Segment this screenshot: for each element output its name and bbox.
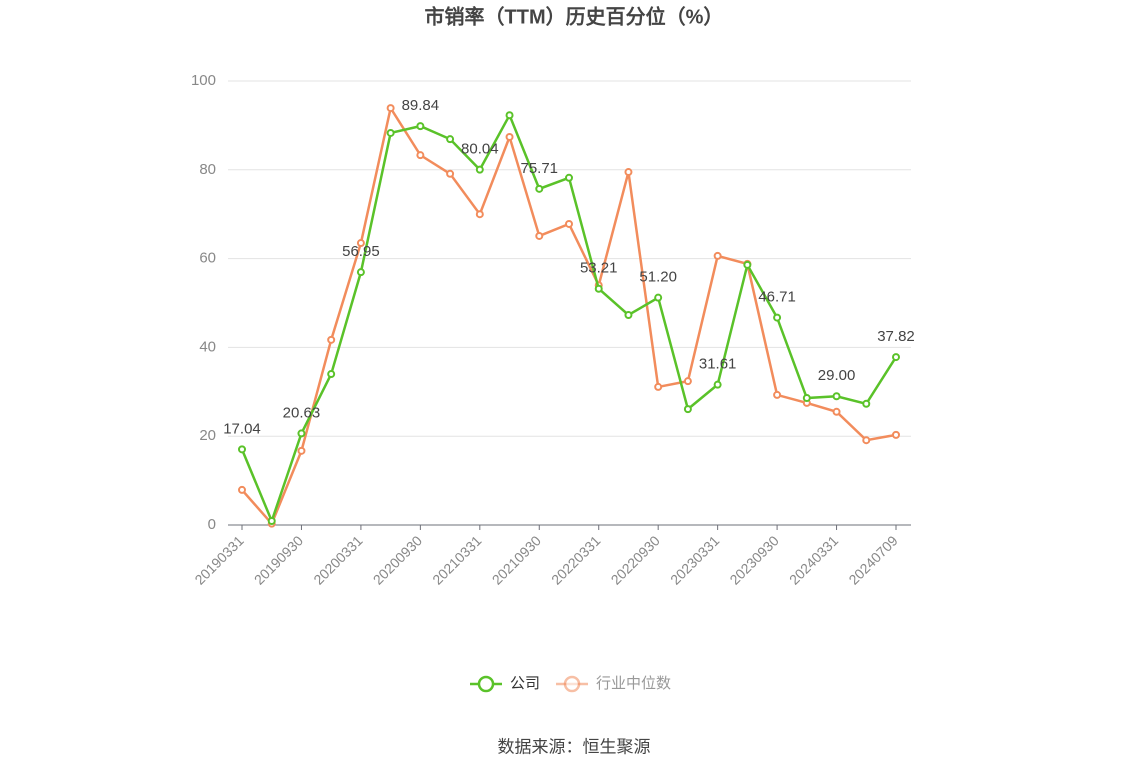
data-point	[862, 399, 871, 408]
data-point	[565, 219, 573, 228]
x-tick-label: 20230331	[667, 532, 723, 588]
source: 数据来源：恒生聚源	[498, 737, 651, 756]
data-point	[238, 485, 246, 494]
data-point	[624, 168, 633, 177]
data-label: 80.04	[461, 141, 499, 158]
data-label: 53.21	[580, 260, 618, 277]
x-tick-label: 20210930	[489, 532, 545, 588]
data-label: 51.20	[639, 269, 677, 286]
x-tick-label: 20210331	[429, 532, 485, 588]
data-point	[297, 446, 306, 455]
data-point	[475, 165, 484, 174]
data-label: 37.82	[877, 328, 915, 345]
data-point	[238, 445, 246, 454]
data-point	[892, 353, 900, 362]
legend-label: 行业中位数	[596, 675, 671, 692]
data-point	[535, 184, 544, 193]
legend-marker	[477, 675, 495, 693]
x-tick-label: 20240709	[845, 532, 901, 588]
data-point	[356, 268, 365, 277]
data-point	[535, 231, 544, 240]
data-point	[565, 173, 573, 182]
data-point	[446, 169, 455, 178]
data-point	[654, 382, 663, 391]
series-line	[241, 104, 897, 527]
data-point	[297, 429, 306, 438]
x-tick-label: 20220930	[608, 532, 664, 588]
data-point	[773, 390, 782, 399]
x-tick-label: 20190331	[191, 532, 247, 588]
data-label: 56.95	[342, 243, 380, 260]
data-point	[327, 335, 336, 344]
y-tick-label: 60	[199, 250, 216, 267]
data-point	[773, 313, 782, 322]
data-point	[475, 210, 484, 219]
x-tick-label: 20220331	[548, 532, 604, 588]
data-label: 75.71	[520, 160, 558, 177]
data-point	[683, 405, 692, 414]
y-tick-label: 80	[199, 161, 216, 178]
data-label: 29.00	[818, 367, 856, 384]
y-tick-label: 0	[208, 516, 216, 533]
y-tick-label: 20	[199, 427, 216, 444]
legend-marker	[563, 675, 581, 693]
x-tick-label: 20200930	[370, 532, 426, 588]
data-label: 31.61	[699, 356, 737, 373]
data-label: 20.63	[283, 404, 321, 421]
data-point	[594, 284, 603, 293]
data-point	[505, 132, 514, 141]
data-point	[505, 111, 514, 120]
data-point	[802, 394, 811, 403]
legend-label: 公司	[510, 675, 540, 692]
data-label: 46.71	[758, 289, 796, 306]
data-point	[386, 104, 395, 113]
data-label: 89.84	[402, 97, 440, 114]
data-point	[862, 436, 871, 445]
data-label: 17.04	[223, 420, 261, 437]
data-point	[713, 251, 722, 260]
data-point	[267, 517, 276, 526]
data-point	[683, 377, 692, 386]
data-point	[654, 293, 663, 302]
data-point	[386, 128, 395, 137]
y-tick-label: 40	[199, 338, 216, 355]
chart-title: 市销率（TTM）历史百分位（%）	[425, 4, 724, 28]
data-point	[446, 135, 455, 144]
x-tick-label: 20240331	[786, 532, 842, 588]
data-point	[713, 380, 722, 389]
data-point	[832, 392, 841, 401]
x-tick-label: 20200331	[310, 532, 366, 588]
data-point	[327, 370, 336, 379]
data-point	[416, 151, 425, 160]
data-point	[416, 122, 425, 131]
x-tick-label: 20230930	[726, 532, 782, 588]
data-point	[743, 260, 752, 269]
data-point	[356, 239, 365, 248]
data-point	[832, 407, 841, 416]
y-tick-label: 100	[191, 72, 216, 89]
data-point	[892, 430, 900, 439]
x-tick-label: 20190930	[251, 532, 307, 588]
data-point	[624, 310, 633, 319]
